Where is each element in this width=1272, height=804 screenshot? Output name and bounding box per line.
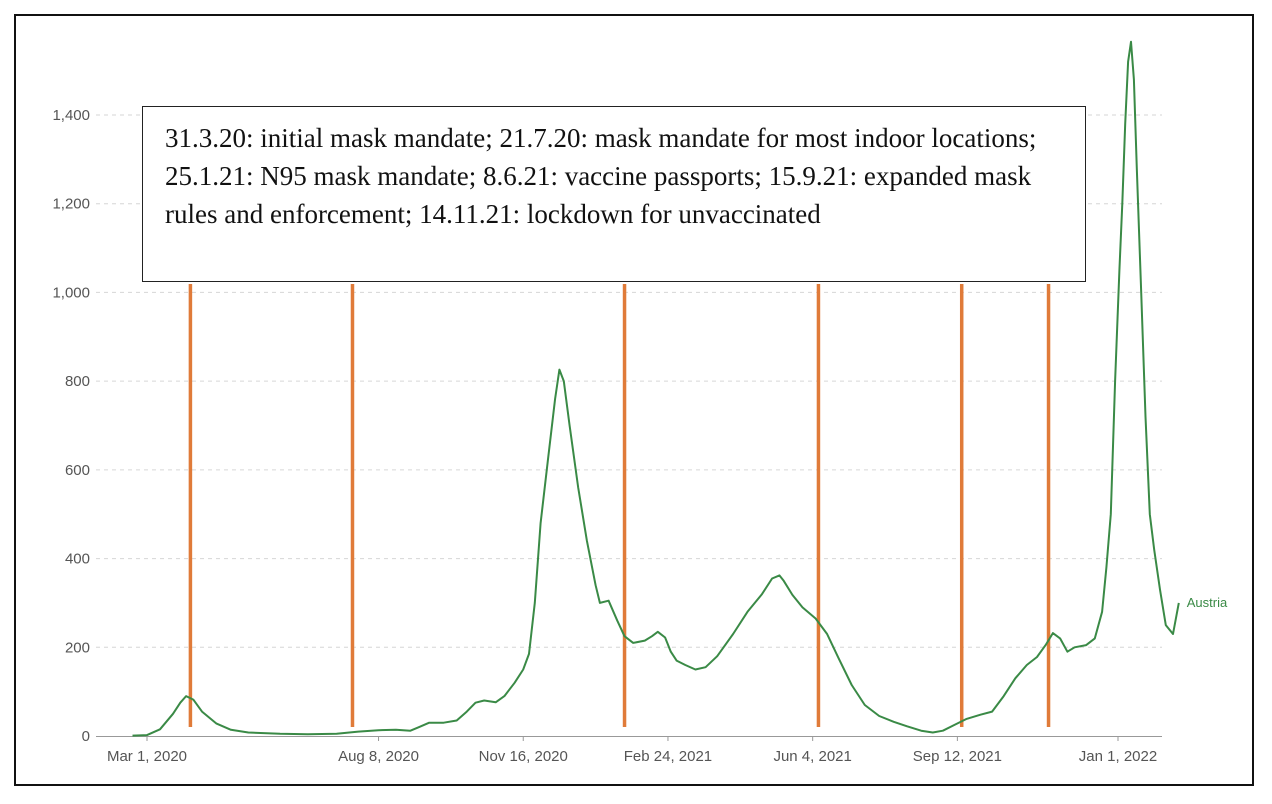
annotation-text: 31.3.20: initial mask mandate; 21.7.20: … bbox=[165, 123, 1037, 229]
y-tick-label: 800 bbox=[65, 373, 90, 390]
y-tick-label: 200 bbox=[65, 639, 90, 656]
x-tick-label: Sep 12, 2021 bbox=[913, 748, 1002, 765]
event-markers bbox=[188, 284, 1051, 727]
x-axis-ticks: Mar 1, 2020 Aug 8, 2020 Nov 16, 2020 Feb 24… bbox=[107, 736, 1157, 765]
series-line bbox=[132, 40, 1180, 737]
x-tick-label: Jun 4, 2021 bbox=[773, 748, 851, 765]
annotation-box: 31.3.20: initial mask mandate; 21.7.20: … bbox=[142, 106, 1086, 282]
x-tick-label: Aug 8, 2020 bbox=[338, 748, 419, 765]
x-tick-label: Jan 1, 2022 bbox=[1079, 748, 1157, 765]
chart-frame bbox=[14, 14, 1254, 786]
x-tick-label: Nov 16, 2020 bbox=[479, 748, 568, 765]
y-tick-label: 1,000 bbox=[52, 284, 90, 301]
y-tick-label: 600 bbox=[65, 462, 90, 479]
y-tick-label: 1,400 bbox=[52, 107, 90, 124]
x-tick-label: Mar 1, 2020 bbox=[107, 748, 187, 765]
series-lines: Austria bbox=[132, 40, 1228, 737]
y-tick-label: 0 bbox=[82, 728, 90, 745]
series-label: Austria bbox=[1187, 595, 1228, 610]
x-tick-label: Feb 24, 2021 bbox=[624, 748, 712, 765]
y-axis-ticks: 0 200 400 600 800 1,000 1,200 1,400 bbox=[52, 107, 90, 745]
y-tick-label: 400 bbox=[65, 551, 90, 568]
y-tick-label: 1,200 bbox=[52, 196, 90, 213]
